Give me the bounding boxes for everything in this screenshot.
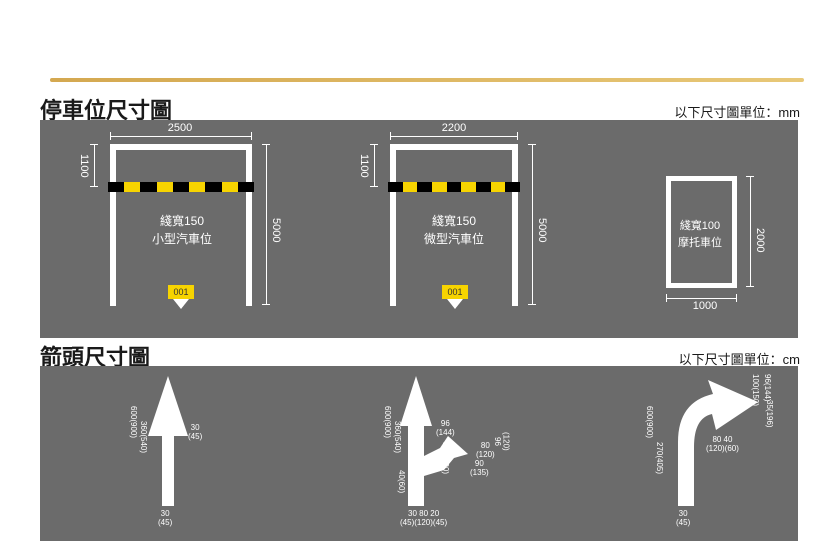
arrow2-total: 600(900) xyxy=(382,406,391,438)
slot2-marker: 001 xyxy=(442,285,468,299)
slot2-width: 2200 xyxy=(424,122,484,134)
slot2-type: 微型汽車位 xyxy=(424,232,484,246)
arrow3-base: 30 (45) xyxy=(676,510,690,528)
slot2-height: 5000 xyxy=(536,200,548,260)
slot2-label: 綫寬150 微型汽車位 xyxy=(394,212,514,248)
slot2-linewidth: 綫寬150 xyxy=(432,214,476,228)
slot2-barrier xyxy=(388,182,520,192)
arrow1-side: 30 (45) xyxy=(188,424,202,442)
arrow2-head: 360(540) xyxy=(392,421,401,453)
arrow3-a: 96(144) xyxy=(762,374,771,402)
slot1-label: 綫寬150 小型汽車位 xyxy=(122,212,242,248)
slot1-barrier xyxy=(108,182,254,192)
arrow3-head: 270(405) xyxy=(654,442,663,474)
arrow2-c: 40(60) xyxy=(396,470,405,493)
slot3-width: 1000 xyxy=(680,300,730,312)
slot3-label: 綫寬100 摩托車位 xyxy=(640,218,760,251)
slot2-offset: 1100 xyxy=(358,148,370,184)
arrow3-d: 35(196) xyxy=(764,400,773,428)
arrow2-a: 96 (144) xyxy=(436,420,455,438)
arrow2-e: 96 (120) xyxy=(492,432,510,451)
slot1-type: 小型汽車位 xyxy=(152,232,212,246)
parking-panel: 2500 1100 5000 綫寬150 小型汽車位 001 2200 xyxy=(40,120,798,338)
arrow-panel: 600(900) 360(540) 30 (45) 30 (45) 600(90… xyxy=(40,366,798,541)
arrow3-total: 600(900) xyxy=(644,406,653,438)
slot1-width: 2500 xyxy=(150,122,210,134)
arrow1-head: 360(540) xyxy=(138,421,147,453)
slot1-marker: 001 xyxy=(168,285,194,299)
section1-unit: 以下尺寸圖單位：mm xyxy=(674,102,800,121)
slot1-offset: 1100 xyxy=(78,148,90,184)
arrow2-f: 90 (135) xyxy=(470,460,489,478)
arrow3-c: 80 40 (120)(60) xyxy=(706,436,739,454)
arrow2-shape xyxy=(398,376,488,506)
arrow1-base: 30 (45) xyxy=(158,510,172,528)
slot1-linewidth: 綫寬150 xyxy=(160,214,204,228)
slot1-height: 5000 xyxy=(270,200,282,260)
arrow1-shape xyxy=(144,376,192,506)
slot3-type: 摩托車位 xyxy=(678,237,722,249)
arrow2-base: 30 80 20 (45)(120)(45) xyxy=(400,510,447,528)
arrow2-b: 120(180) xyxy=(440,442,449,474)
arrow1-total: 600(900) xyxy=(128,406,137,438)
slot3-linewidth: 綫寬100 xyxy=(680,220,720,232)
accent-bar xyxy=(50,78,804,82)
arrow3-b: 100(150) xyxy=(750,374,759,406)
